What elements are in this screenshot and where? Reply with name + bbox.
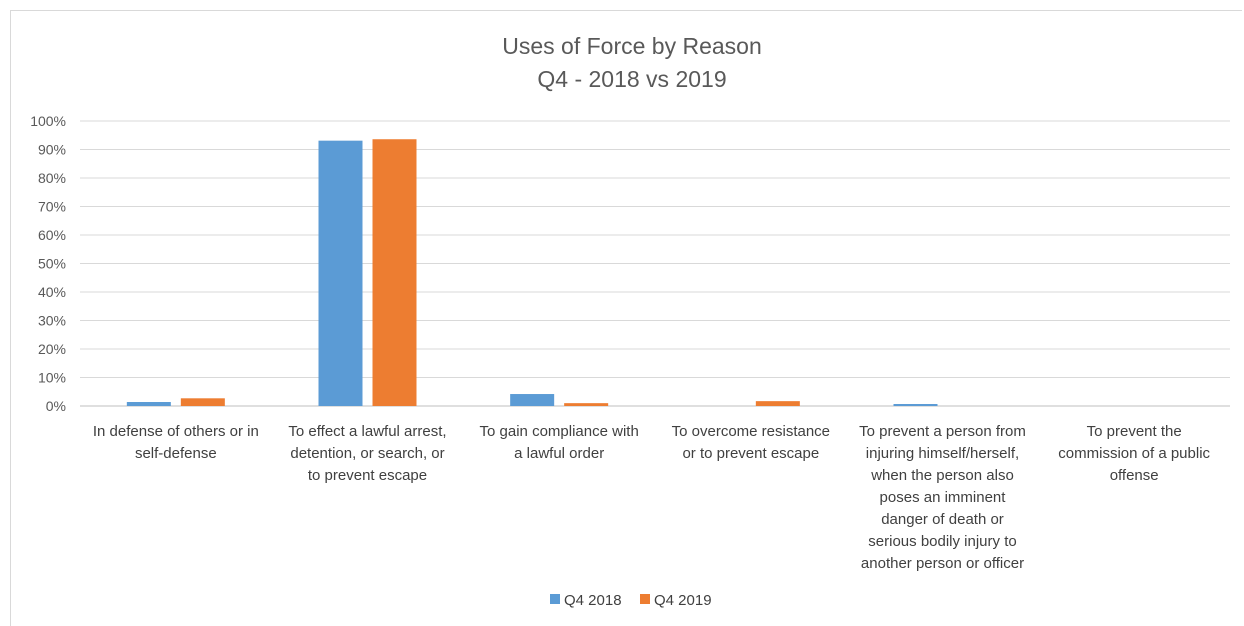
bars — [126, 139, 938, 407]
x-category-label: To prevent a person from injuring himself… — [859, 423, 1026, 572]
legend: Q4 2018 Q4 2019 — [550, 592, 712, 609]
y-tick-label: 70% — [38, 199, 66, 215]
y-tick-label: 80% — [38, 170, 66, 186]
bar — [180, 398, 225, 406]
bar — [893, 404, 938, 406]
legend-swatch — [640, 594, 650, 604]
bar — [510, 394, 555, 406]
y-tick-label: 90% — [38, 142, 66, 158]
chart-subtitle: Q4 - 2018 vs 2019 — [537, 66, 726, 92]
y-tick-label: 40% — [38, 284, 66, 300]
y-tick-label: 100% — [30, 113, 66, 129]
x-category-label: To prevent the commission of a public offe… — [1058, 423, 1210, 484]
y-tick-label: 50% — [38, 256, 66, 272]
x-category-label: To gain compliance with a lawful order — [480, 423, 639, 462]
y-tick-label: 0% — [46, 398, 66, 414]
y-tick-label: 20% — [38, 341, 66, 357]
legend-label: Q4 2018 — [564, 592, 622, 609]
bar — [755, 401, 800, 406]
x-category-label: To overcome resistance or to prevent esca… — [672, 423, 830, 462]
y-tick-label: 10% — [38, 370, 66, 386]
bar — [564, 403, 609, 406]
chart-frame — [10, 10, 1242, 626]
y-axis-ticks: 0% 10% 20% 30% 40% 50% 60% 70% 80% 90% 100% — [30, 113, 66, 414]
y-tick-label: 30% — [38, 313, 66, 329]
y-tick-label: 60% — [38, 227, 66, 243]
chart-title: Uses of Force by Reason — [502, 33, 762, 59]
bar — [126, 402, 171, 406]
bar — [318, 140, 363, 407]
bar — [372, 139, 417, 407]
x-category-label: To effect a lawful arrest, detention, or … — [288, 423, 446, 484]
legend-swatch — [550, 594, 560, 604]
x-axis-categories: In defense of others or in self-defense To… — [93, 423, 1211, 572]
legend-label: Q4 2019 — [654, 592, 712, 609]
gridlines — [80, 120, 1230, 407]
x-category-label: In defense of others or in self-defense — [93, 423, 259, 462]
